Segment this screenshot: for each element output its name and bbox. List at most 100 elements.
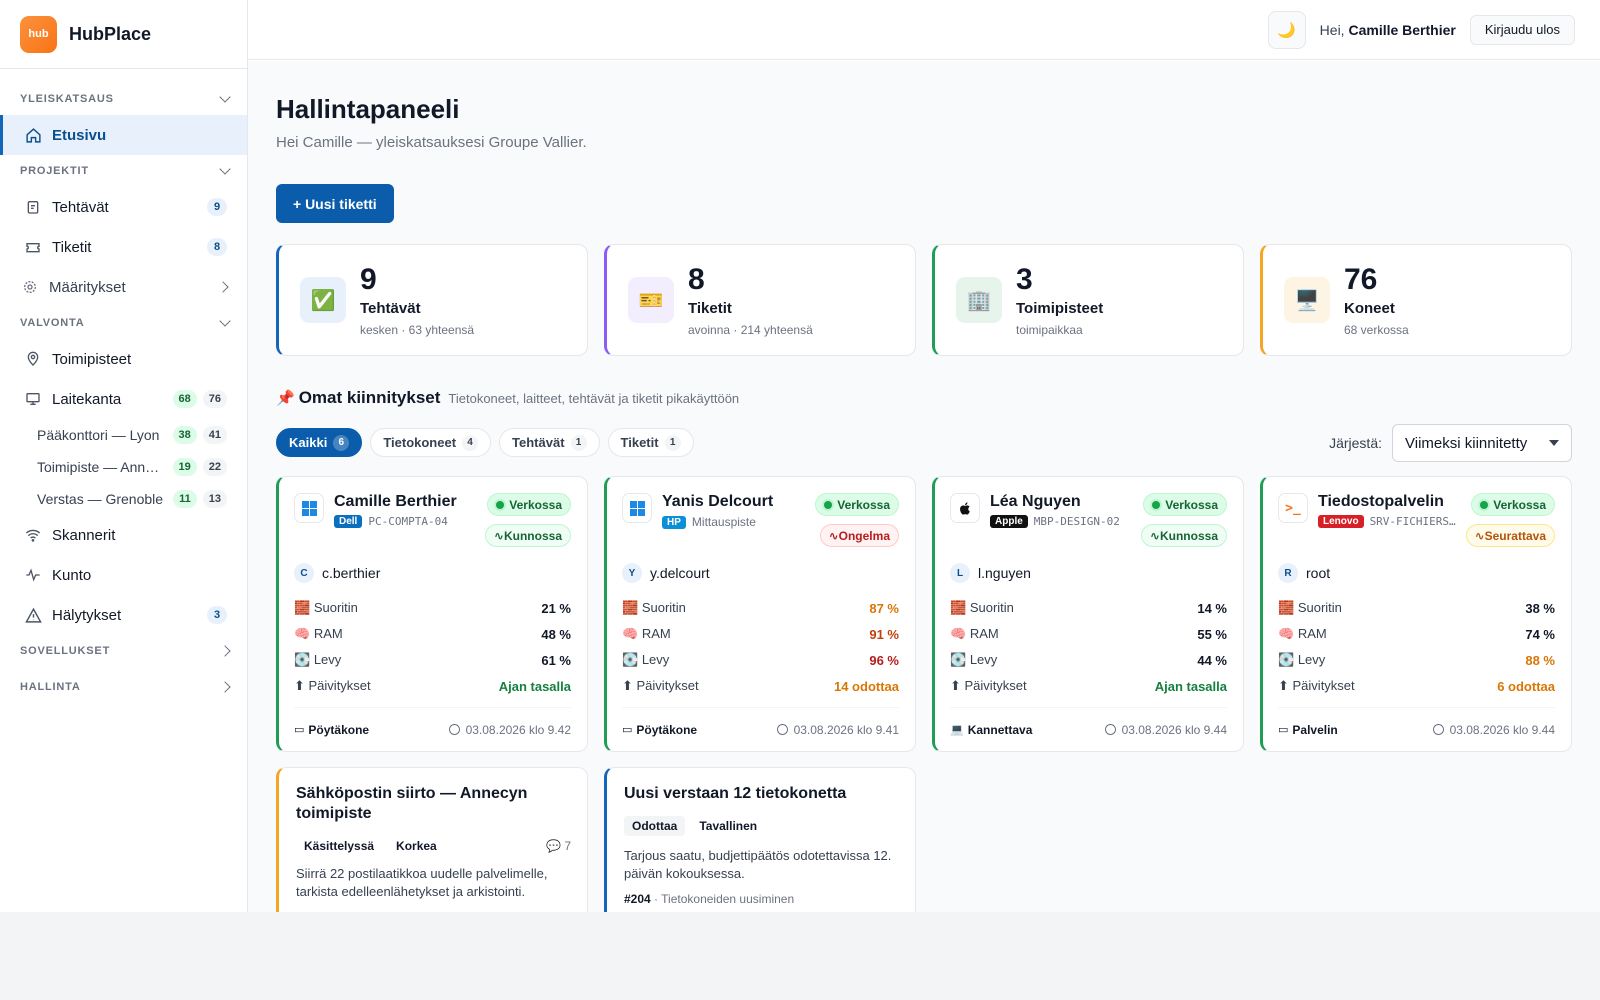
ticket-card[interactable]: Uusi verstaan 12 tietokonetta Odottaa Tava…: [604, 767, 916, 912]
activity-icon: ∿: [493, 528, 504, 543]
online-count-badge: 38: [172, 426, 197, 444]
status-dot-icon: [496, 500, 505, 509]
wifi-icon: [24, 526, 42, 544]
metric-name: 💽 Levy: [1278, 652, 1325, 668]
device-type: ▭ Pöytäkone: [622, 723, 697, 737]
card-tags: Käsittelyssä Korkea 💬 7: [296, 836, 571, 856]
sidebar-item-label: Hälytykset: [52, 606, 122, 624]
filter-count: 1: [570, 434, 587, 451]
status-dot-icon: [824, 500, 833, 509]
sidebar-item-scanners[interactable]: Skannerit: [0, 515, 247, 555]
health-badge: ∿ Ongelma: [819, 524, 899, 547]
stat-card[interactable]: 🖥️ 76 Koneet 68 verkossa: [1260, 244, 1572, 356]
filter-chip-2[interactable]: Tehtävät 1: [499, 428, 600, 457]
filter-label: Tiketit: [620, 435, 659, 450]
sidebar: hub HubPlace YLEISKATSAUS Etusivu PROJEK…: [0, 0, 248, 912]
laptop-icon: 💻: [950, 724, 964, 736]
filter-chip-3[interactable]: Tiketit 1: [607, 428, 694, 457]
stat-meta: toimipaikkaa: [1016, 322, 1083, 337]
sidebar-item-sites[interactable]: Toimipisteet: [0, 339, 247, 379]
filter-chip-1[interactable]: Tietokoneet 4: [370, 428, 492, 457]
section-overview[interactable]: YLEISKATSAUS: [0, 83, 247, 115]
metric-updates: ⬆ Päivitykset Ajan tasalla: [950, 673, 1227, 699]
new-ticket-button[interactable]: + Uusi tiketti: [276, 184, 394, 223]
stat-card[interactable]: ✅ 9 Tehtävät kesken · 63 yhteensä: [276, 244, 588, 356]
health-label: Kunnossa: [1159, 528, 1218, 543]
sidebar-subitem-site-lyon[interactable]: Pääkonttori — Lyon 38 41: [0, 419, 247, 451]
section-projects[interactable]: PROJEKTIT: [0, 155, 247, 187]
sidebar-item-tickets[interactable]: Tiketit 8: [0, 227, 247, 267]
metric-cpu: 🧱 Suoritin 87 %: [622, 595, 899, 621]
user-login: y.delcourt: [650, 565, 710, 581]
section-apps[interactable]: SOVELLUKSET: [0, 635, 247, 667]
brand-tag: HP: [662, 515, 686, 529]
theme-toggle-button[interactable]: 🌙: [1267, 10, 1306, 49]
windows-logo-icon: [629, 500, 645, 516]
metric-value: 74 %: [1525, 626, 1555, 642]
metric-value: 88 %: [1525, 652, 1555, 668]
user-avatar: C: [294, 563, 314, 583]
status-tag: Käsittelyssä: [304, 839, 375, 853]
computer-card[interactable]: >_ Tiedostopalvelin Lenovo SRV-FICHIERS-01 V…: [1260, 476, 1572, 752]
card-description: Tarjous saatu, budjettipäätös odotettavi…: [624, 848, 892, 881]
card-title[interactable]: Sähköpostin siirto — Annecyn toimipiste: [296, 785, 528, 822]
host-name[interactable]: Yanis Delcourt: [662, 493, 774, 510]
arrow-up-icon: ⬆: [622, 678, 637, 693]
stat-card[interactable]: 🎫 8 Tiketit avoinna · 214 yhteensä: [604, 244, 916, 356]
host-name[interactable]: Camille Berthier: [334, 493, 457, 510]
windows-icon: [294, 493, 324, 523]
task-card[interactable]: Sähköpostin siirto — Annecyn toimipiste K…: [276, 767, 588, 912]
sidebar-item-alerts[interactable]: Hälytykset 3: [0, 595, 247, 635]
metric-label: Suoritin: [313, 600, 358, 615]
filter-label: Kaikki: [289, 435, 328, 450]
hostname: PC-COMPTA-04: [368, 515, 448, 528]
card-header: Yanis Delcourt HP Mittauspiste Verkossa ∿ On…: [622, 493, 899, 547]
logout-button[interactable]: Kirjaudu ulos: [1469, 14, 1575, 45]
metric-label: Suoritin: [969, 600, 1014, 615]
windows-icon: [622, 493, 652, 523]
metric-updates: ⬆ Päivitykset Ajan tasalla: [294, 673, 571, 699]
online-label: Verkossa: [1493, 497, 1546, 512]
moon-icon: 🌙: [1277, 21, 1297, 39]
section-admin[interactable]: HALLINTA: [0, 671, 247, 703]
sidebar-subitem-site-grenoble[interactable]: Verstas — Grenoble 11 13: [0, 483, 247, 515]
filter-count: 6: [333, 434, 350, 451]
sidebar-subitem-site-annecy[interactable]: Toimipiste — Annecy 19 22: [0, 451, 247, 483]
host-sub: Dell PC-COMPTA-04: [334, 515, 479, 528]
sidebar-item-inventory[interactable]: Laitekanta 68 76: [0, 379, 247, 419]
sidebar-item-health[interactable]: Kunto: [0, 555, 247, 595]
total-count-badge: 13: [202, 490, 227, 508]
sidebar-nav: YLEISKATSAUS Etusivu PROJEKTIT Tehtävät …: [0, 69, 247, 703]
sidebar-item-label: Toimipisteet: [52, 350, 132, 368]
host-name[interactable]: Léa Nguyen: [990, 493, 1081, 510]
stat-icon: ✅: [300, 277, 346, 323]
host-info: Yanis Delcourt HP Mittauspiste: [662, 493, 809, 547]
card-title[interactable]: Uusi verstaan 12 tietokonetta: [624, 785, 847, 802]
sidebar-item-settings[interactable]: Määritykset: [0, 267, 247, 307]
computer-card[interactable]: Camille Berthier Dell PC-COMPTA-04 Verkossa…: [276, 476, 588, 752]
section-monitoring[interactable]: VALVONTA: [0, 307, 247, 339]
metric-disk: 💽 Levy 61 %: [294, 647, 571, 673]
card-tags: Odottaa Tavallinen: [624, 816, 899, 836]
brand[interactable]: hub HubPlace: [0, 0, 247, 69]
host-name[interactable]: Tiedostopalvelin: [1318, 493, 1444, 510]
device-type: ▭ Palvelin: [1278, 723, 1338, 737]
device-type: 💻 Kannettava: [950, 723, 1032, 737]
filter-chip-0[interactable]: Kaikki 6: [276, 428, 363, 457]
metric-disk: 💽 Levy 88 %: [1278, 647, 1555, 673]
computer-card[interactable]: Yanis Delcourt HP Mittauspiste Verkossa ∿ On…: [604, 476, 916, 752]
pinned-cards: Camille Berthier Dell PC-COMPTA-04 Verkossa…: [276, 476, 1572, 912]
stat-body: 8 Tiketit avoinna · 214 yhteensä: [688, 263, 813, 337]
stat-card[interactable]: 🏢 3 Toimipisteet toimipaikkaa: [932, 244, 1244, 356]
metrics-list: 🧱 Suoritin 87 % 🧠 RAM 91 % 💽 Levy 96 % ⬆ Päivi…: [622, 595, 899, 699]
sidebar-item-tasks[interactable]: Tehtävät 9: [0, 187, 247, 227]
sidebar-item-home[interactable]: Etusivu: [0, 115, 247, 155]
sort-select[interactable]: Viimeksi kiinnitetty: [1392, 424, 1572, 462]
computer-card[interactable]: Léa Nguyen Apple MBP-DESIGN-02 Verkossa ∿ Ku…: [932, 476, 1244, 752]
brain-icon: 🧠: [1278, 626, 1298, 641]
filter-count: 1: [664, 434, 681, 451]
sidebar-item-label: Tehtävät: [52, 198, 109, 216]
section-label: HALLINTA: [20, 681, 81, 693]
ticket-meta: #204 · Tietokoneiden uusiminen: [624, 892, 899, 906]
